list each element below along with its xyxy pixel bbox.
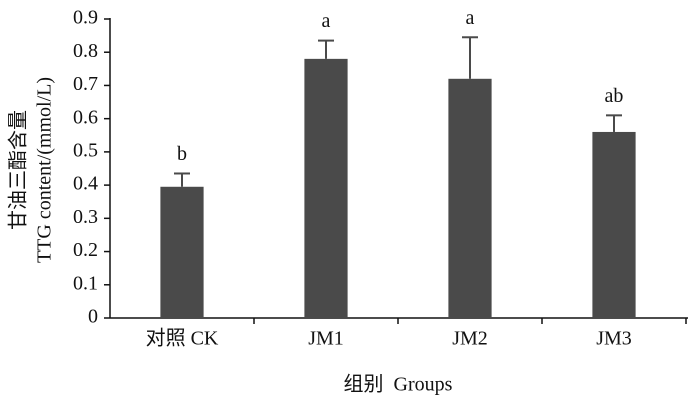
y-tick-label: 0.5 [73, 139, 98, 161]
annotation: ab [605, 85, 624, 107]
y-tick-label: 0.7 [73, 73, 98, 95]
x-axis-label: 组别 Groups [344, 373, 453, 396]
annotation: a [466, 7, 475, 29]
y-tick-label: 0.3 [73, 206, 98, 228]
bar [448, 78, 492, 318]
bar [592, 131, 636, 318]
y-tick-label: 0 [88, 306, 98, 328]
annotation: b [177, 143, 187, 165]
y-tick-label: 0.4 [73, 173, 98, 195]
annotation: a [322, 10, 331, 32]
y-tick-label: 0.2 [73, 239, 98, 261]
y-axis-label: TTG content/(mmol/L) [34, 77, 56, 263]
y-axis-label: 甘油三酯含量 [7, 110, 30, 230]
bar [304, 58, 348, 318]
x-tick-label: 对照 CK [146, 327, 219, 350]
x-tick-label: JM3 [596, 328, 632, 350]
y-tick-label: 0.9 [73, 7, 98, 29]
y-tick-label: 0.8 [73, 40, 98, 62]
x-tick-label: JM2 [452, 328, 488, 350]
y-tick-label: 0.1 [73, 272, 98, 294]
bar [160, 186, 204, 318]
y-tick-label: 0.6 [73, 106, 98, 128]
x-tick-label: JM1 [308, 328, 344, 350]
